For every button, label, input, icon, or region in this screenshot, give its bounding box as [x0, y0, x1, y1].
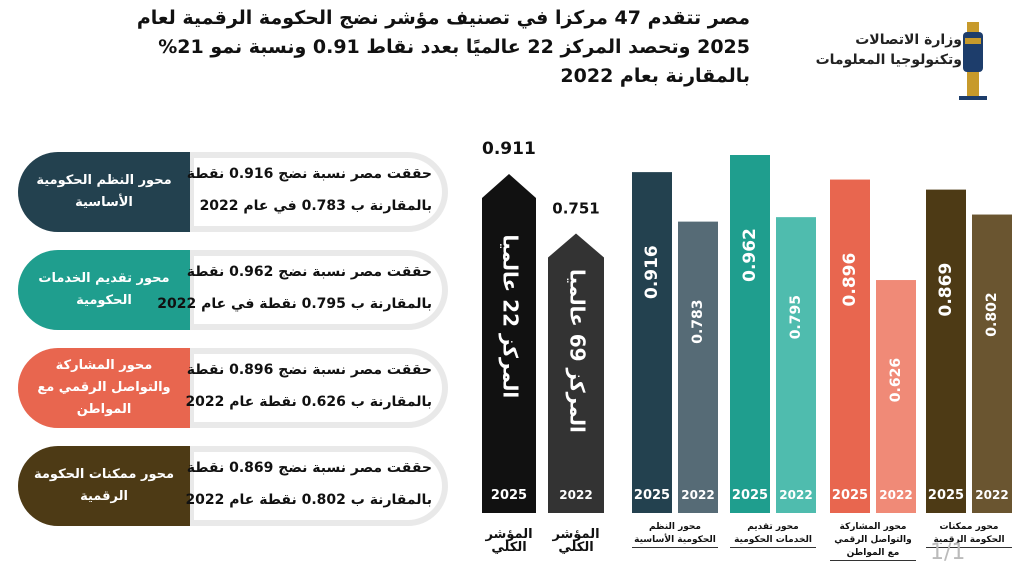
value-label: 0.751 — [552, 200, 599, 218]
year-label: 2025 — [491, 488, 527, 503]
year-label: 2022 — [779, 488, 812, 502]
bar — [926, 189, 966, 514]
title-line: مصر تتقدم 47 مركزا في تصنيف مؤشر نضج الح… — [136, 7, 750, 29]
year-label: 2022 — [559, 488, 592, 502]
year-label: 2022 — [681, 488, 714, 502]
card-text: حققت مصر نسبة نضج 0.869 نقطة بالمقارنة ب … — [185, 452, 442, 520]
arrow-bar — [482, 173, 536, 513]
year-label: 2025 — [928, 488, 964, 503]
card: محور تقديم الخدمات الحكومية حققت مصر نسبة… — [18, 250, 448, 330]
logo-text: وزارة الاتصالات وتكنولوجيا المعلومات — [812, 30, 962, 70]
value-label: 0.795 — [788, 295, 804, 339]
card-line: بالمقارنة ب 0.795 نقطة في عام 2022 — [157, 296, 432, 312]
value-label: 0.911 — [482, 139, 536, 159]
card-line: حققت مصر نسبة نضج 0.869 نقطة — [186, 460, 432, 476]
title: مصر تتقدم 47 مركزا في تصنيف مؤشر نضج الح… — [136, 4, 750, 91]
bar — [730, 155, 770, 513]
rank-label: المركز 22 عالميا — [499, 234, 523, 398]
title-line: 2025 وتحصد المركز 22 عالميًا بعدد نقاط 0… — [158, 36, 750, 58]
logo-icon — [959, 22, 987, 100]
card-label: محور النظم الحكومية الأساسية — [18, 152, 190, 232]
value-label: 0.896 — [840, 253, 860, 307]
category-label: محور المشاركة والتواصل الرقمي مع المواطن — [830, 521, 916, 561]
card-label: محور المشاركة والتواصل الرقمي مع المواطن — [18, 348, 190, 428]
year-label: 2025 — [732, 488, 768, 503]
category-label: محور ممكنات الحكومة الرقمية — [926, 521, 1012, 548]
card-label: محور تقديم الخدمات الحكومية — [18, 250, 190, 330]
value-label: 0.962 — [740, 228, 760, 282]
bar — [632, 172, 672, 513]
year-label: 2022 — [879, 488, 912, 502]
bar — [830, 179, 870, 513]
value-label: 0.916 — [642, 245, 662, 299]
bar — [972, 214, 1012, 514]
rank-label: المركز 69 عالميا — [566, 269, 590, 433]
card-line: حققت مصر نسبة نضج 0.962 نقطة — [186, 264, 432, 280]
arrow-bar — [548, 233, 604, 513]
value-label: 0.869 — [936, 263, 956, 317]
card-line: حققت مصر نسبة نضج 0.916 نقطة — [186, 166, 432, 182]
card: محور النظم الحكومية الأساسية حققت مصر نسب… — [18, 152, 448, 232]
category-label: المؤشر الكلي — [552, 527, 600, 555]
card-text: حققت مصر نسبة نضج 0.916 نقطة بالمقارنة ب … — [186, 158, 442, 226]
value-label: 0.783 — [690, 299, 706, 343]
title-line: بالمقارنة بعام 2022 — [560, 65, 750, 87]
value-label: 0.802 — [984, 292, 1000, 336]
card-label: محور ممكنات الحكومة الرقمية — [18, 446, 190, 526]
value-label: 0.626 — [888, 358, 904, 402]
card: محور المشاركة والتواصل الرقمي مع المواطن… — [18, 348, 448, 428]
card-line: حققت مصر نسبة نضج 0.896 نقطة — [186, 362, 432, 378]
card-text: حققت مصر نسبة نضج 0.896 نقطة بالمقارنة ب … — [185, 354, 442, 422]
logo-line: وزارة الاتصالات — [855, 32, 962, 48]
category-label: المؤشر الكلي — [485, 527, 533, 555]
card-line: بالمقارنة ب 0.802 نقطة عام 2022 — [185, 492, 432, 508]
year-label: 2022 — [975, 488, 1008, 502]
bar — [678, 221, 718, 513]
card-line: بالمقارنة ب 0.626 نقطة عام 2022 — [185, 394, 432, 410]
logo-line: وتكنولوجيا المعلومات — [815, 52, 962, 68]
page-marker: 1/1 — [930, 540, 966, 565]
category-label: محور تقديم الخدمات الحكومية — [730, 521, 816, 548]
year-label: 2025 — [832, 488, 868, 503]
category-label: محور النظم الحكومية الأساسية — [632, 521, 718, 548]
card-line: بالمقارنة ب 0.783 في عام 2022 — [199, 198, 432, 214]
card-text: حققت مصر نسبة نضج 0.962 نقطة بالمقارنة ب … — [157, 256, 442, 324]
card: محور ممكنات الحكومة الرقمية حققت مصر نسبة… — [18, 446, 448, 526]
bar — [776, 217, 816, 513]
bar — [876, 280, 916, 513]
year-label: 2025 — [634, 488, 670, 503]
